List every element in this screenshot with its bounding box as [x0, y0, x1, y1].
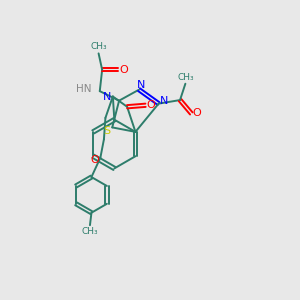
Text: CH₃: CH₃: [82, 227, 98, 236]
Text: O: O: [119, 65, 128, 75]
Text: N: N: [160, 96, 168, 106]
Text: CH₃: CH₃: [90, 42, 107, 51]
Text: S: S: [103, 126, 110, 136]
Text: O: O: [192, 108, 201, 118]
Text: HN: HN: [76, 84, 92, 94]
Text: N: N: [137, 80, 146, 90]
Text: N: N: [103, 92, 112, 101]
Text: O: O: [90, 155, 99, 165]
Text: CH₃: CH₃: [177, 73, 194, 82]
Text: O: O: [146, 100, 155, 110]
